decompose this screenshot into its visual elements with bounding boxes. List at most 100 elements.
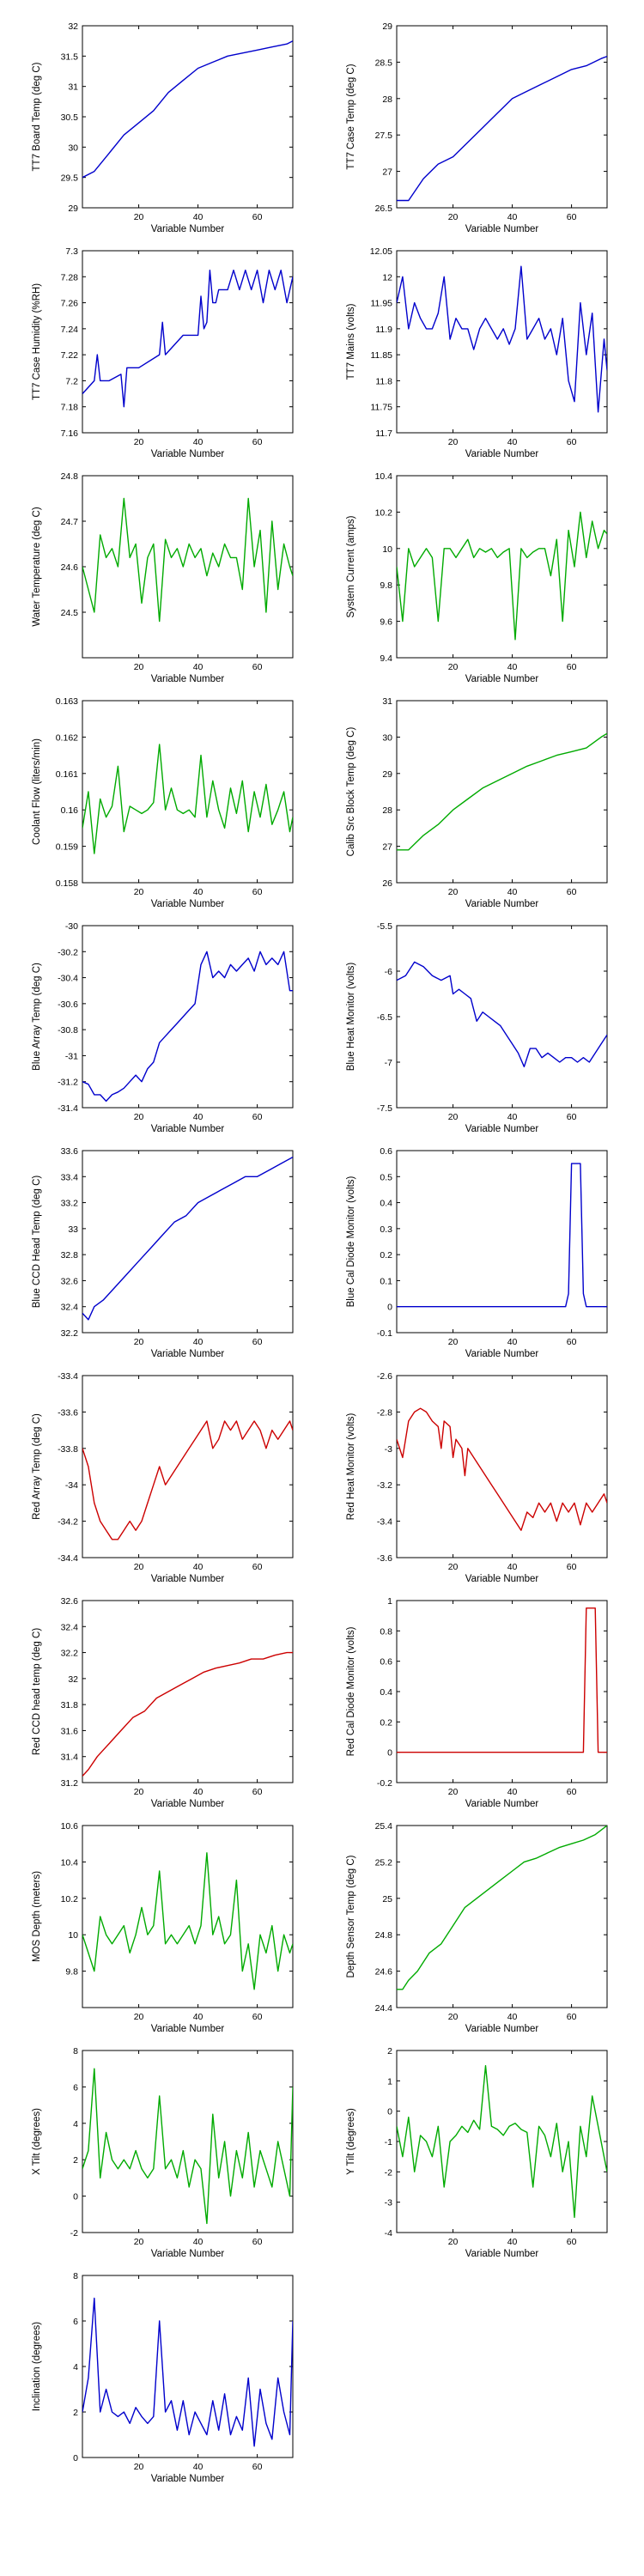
y-tick-label: -7 — [385, 1058, 392, 1068]
plot-frame — [396, 1150, 608, 1334]
y-tick-label: -2.8 — [377, 1407, 392, 1418]
x-axis-label: Variable Number — [151, 449, 225, 459]
chart-panel: 20 40 60 31.2 31.4 31.6 31.8 32 32.2 32.4 32.6 Vari… — [32, 1596, 294, 1809]
y-tick-label: 31 — [68, 82, 78, 93]
y-tick-label: 0.162 — [56, 732, 78, 743]
y-tick-label: -1 — [385, 2137, 392, 2148]
x-tick-label: 40 — [507, 2012, 518, 2022]
y-tick-label: 12 — [382, 272, 392, 283]
y-tick-label: 33 — [68, 1224, 78, 1235]
y-tick-label: 0.2 — [380, 1717, 392, 1728]
y-tick-label: 33.4 — [61, 1172, 79, 1182]
plot-frame — [396, 25, 608, 209]
y-tick-label: 31.4 — [61, 1753, 79, 1763]
y-axis-label: TT7 Mains (volts) — [346, 303, 356, 380]
y-tick-label: 25.2 — [375, 1857, 393, 1868]
chart-panel: 20 40 60 0.158 0.159 0.16 0.161 0.162 0.163 Varia… — [32, 696, 294, 909]
series-line — [397, 1826, 607, 1990]
y-tick-label: -6 — [385, 967, 392, 977]
x-tick-label: 60 — [567, 1337, 577, 1347]
y-tick-label: -7.5 — [377, 1103, 392, 1114]
chart-panel: 20 40 60 11.7 11.75 11.8 11.85 11.9 11.95 12 12.05… — [346, 246, 608, 459]
chart-panel: 20 40 60 26.5 27 27.5 28 28.5 29 Variable Number T… — [346, 21, 608, 234]
series-line — [82, 1420, 293, 1540]
series-line — [82, 1156, 293, 1321]
y-tick-label: -3.6 — [377, 1553, 392, 1564]
y-tick-label: 0 — [387, 1303, 392, 1313]
x-tick-label: 40 — [507, 1787, 518, 1797]
y-tick-label: 1 — [387, 1596, 392, 1607]
y-tick-label: 7.16 — [61, 428, 79, 439]
y-tick-label: 10.6 — [61, 1821, 79, 1832]
y-tick-label: 7.26 — [61, 299, 79, 309]
y-tick-label: 9.4 — [380, 653, 392, 664]
y-tick-label: 10.2 — [375, 507, 393, 518]
x-tick-label: 20 — [134, 212, 144, 222]
plot-frame — [82, 1150, 294, 1334]
y-axis-label: TT7 Case Humidity (%RH) — [32, 283, 42, 400]
y-tick-label: 0.4 — [380, 1199, 392, 1209]
y-tick-label: 0.16 — [61, 805, 79, 816]
y-tick-label: 24.6 — [61, 562, 79, 573]
y-tick-label: -30.4 — [58, 974, 78, 984]
x-tick-label: 40 — [507, 437, 518, 447]
x-tick-label: 20 — [448, 2012, 459, 2022]
x-tick-label: 60 — [567, 1787, 577, 1797]
y-axis-label: Red Cal Diode Monitor (volts) — [346, 1626, 356, 1756]
chart-panel: 20 40 60 24.4 24.6 24.8 25 25.2 25.4 Variable Num… — [346, 1821, 608, 2034]
x-axis-label: Variable Number — [465, 1349, 539, 1359]
plot-frame — [396, 1600, 608, 1783]
series-line — [82, 270, 293, 408]
plot-frame — [82, 700, 294, 884]
y-tick-label: 28 — [382, 805, 392, 816]
y-tick-label: 32 — [68, 1674, 78, 1685]
x-tick-label: 40 — [193, 1562, 204, 1572]
x-tick-label: 60 — [252, 662, 263, 672]
y-axis-label: Blue Cal Diode Monitor (volts) — [346, 1176, 356, 1307]
y-tick-label: -30.8 — [58, 1025, 78, 1036]
y-tick-label: 7.24 — [61, 325, 79, 335]
y-tick-label: 26.5 — [375, 204, 393, 214]
y-tick-label: 0.4 — [380, 1687, 392, 1698]
x-axis-label: Variable Number — [465, 674, 539, 684]
y-tick-label: 10.4 — [375, 471, 393, 482]
y-axis-label: Red Heat Monitor (volts) — [346, 1413, 356, 1521]
y-tick-label: 24.6 — [375, 1967, 393, 1978]
x-tick-label: 20 — [448, 1787, 459, 1797]
y-axis-label: Y Tilt (degrees) — [346, 2108, 356, 2175]
y-tick-label: 24.8 — [61, 471, 79, 482]
y-tick-label: 32.8 — [61, 1250, 79, 1261]
y-tick-label: -2 — [385, 2167, 392, 2178]
plot-frame — [82, 1600, 294, 1783]
chart-panel: 20 40 60 24.5 24.6 24.7 24.8 Variable Number Wat… — [32, 471, 294, 684]
x-tick-label: 60 — [567, 1112, 577, 1122]
chart-panel: 20 40 60 9.8 10 10.2 10.4 10.6 Variable Number MO… — [32, 1821, 294, 2034]
plot-frame — [82, 475, 294, 659]
plot-frame — [82, 925, 294, 1109]
y-tick-label: 0.158 — [56, 878, 78, 889]
y-tick-label: 0 — [387, 1748, 392, 1759]
chart-panel: 20 40 60 29 29.5 30 30.5 31 31.5 32 Variable Numbe… — [32, 21, 294, 234]
plot-frame — [82, 250, 294, 434]
chart-panel: 20 40 60 -30 -30.2 -30.4 -30.6 -30.8 -31 -31.2 -31… — [32, 921, 294, 1134]
y-tick-label: 25.4 — [375, 1821, 393, 1832]
y-axis-label: Depth Sensor Temp (deg C) — [346, 1855, 356, 1978]
x-tick-label: 40 — [507, 1112, 518, 1122]
x-axis-label: Variable Number — [151, 2249, 225, 2259]
plot-frame — [82, 25, 294, 209]
x-tick-label: 60 — [252, 2462, 263, 2472]
series-line — [82, 2068, 293, 2225]
y-tick-label: 2 — [387, 2046, 392, 2057]
y-tick-label: -0.1 — [377, 1328, 392, 1339]
y-tick-label: -31 — [65, 1051, 78, 1061]
x-tick-label: 40 — [193, 662, 204, 672]
y-tick-label: 30 — [68, 143, 78, 153]
y-tick-label: -34.4 — [58, 1553, 78, 1564]
x-axis-label: Variable Number — [465, 899, 539, 909]
y-tick-label: -2 — [70, 2228, 78, 2239]
chart-panel: 20 40 60 -2.6 -2.8 -3 -3.2 -3.4 -3.6 Variable Num… — [346, 1371, 608, 1584]
x-tick-label: 20 — [448, 1562, 459, 1572]
x-tick-label: 20 — [134, 887, 144, 897]
x-tick-label: 40 — [193, 2237, 204, 2247]
y-tick-label: 10.2 — [61, 1894, 79, 1905]
